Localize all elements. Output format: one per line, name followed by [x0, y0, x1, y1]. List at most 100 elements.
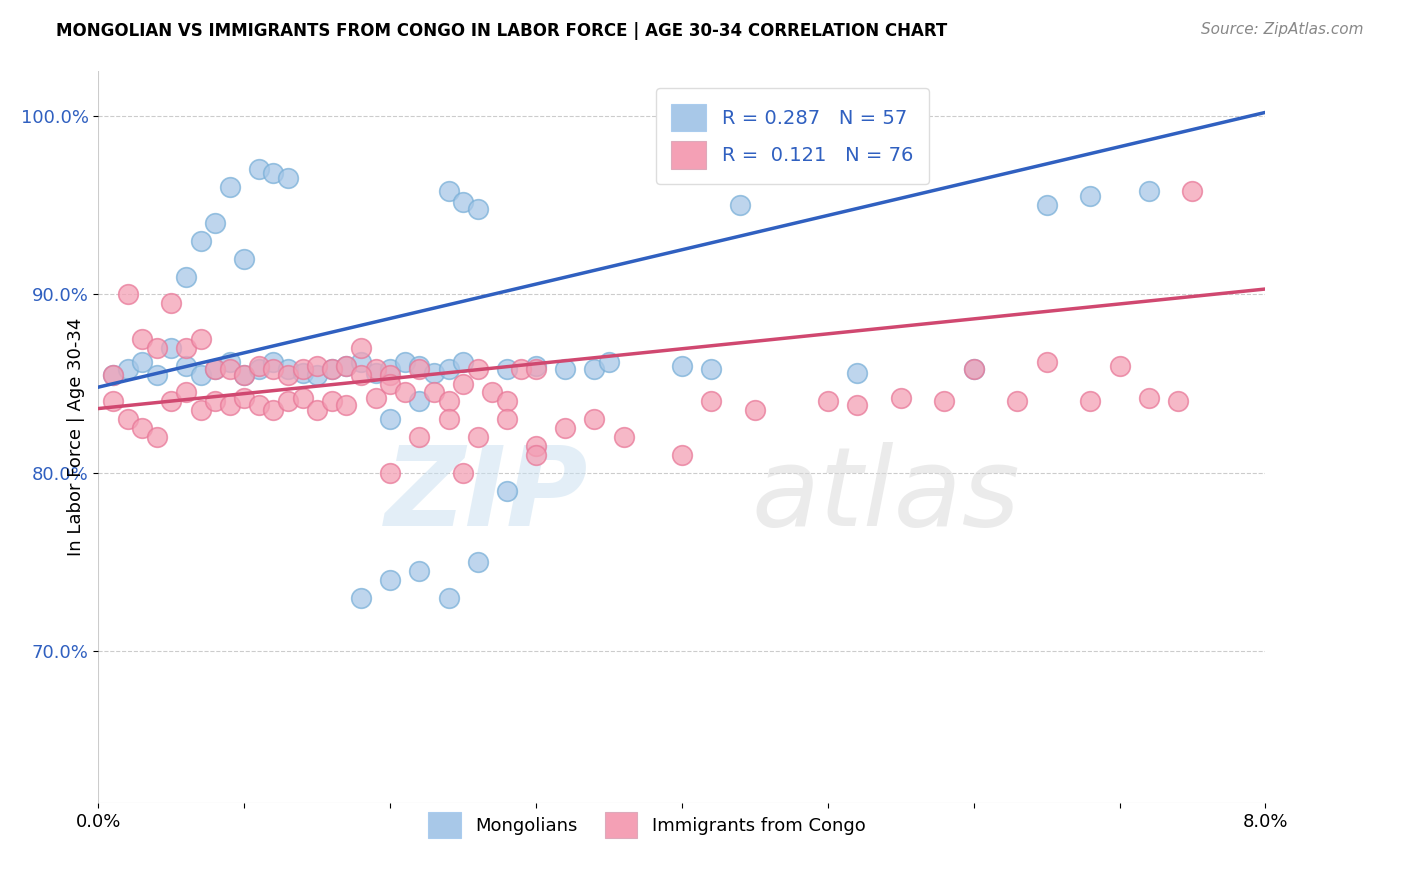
Point	[160, 394, 183, 409]
Point	[496, 362, 519, 376]
Point	[437, 394, 460, 409]
Point	[350, 355, 373, 369]
Point	[1137, 391, 1160, 405]
Point	[744, 403, 766, 417]
Point	[437, 412, 460, 426]
Point	[117, 287, 139, 301]
Point	[262, 355, 284, 369]
Point	[131, 421, 153, 435]
Point	[233, 368, 256, 382]
Y-axis label: In Labor Force | Age 30-34: In Labor Force | Age 30-34	[66, 318, 84, 557]
Point	[335, 398, 357, 412]
Point	[524, 439, 547, 453]
Point	[174, 359, 197, 373]
Point	[335, 359, 357, 373]
Point	[671, 448, 693, 462]
Point	[218, 362, 240, 376]
Point	[1080, 394, 1102, 409]
Point	[583, 412, 606, 426]
Point	[1108, 359, 1130, 373]
Point	[467, 555, 489, 569]
Point	[218, 180, 240, 194]
Text: Source: ZipAtlas.com: Source: ZipAtlas.com	[1201, 22, 1364, 37]
Point	[962, 362, 984, 376]
Point	[380, 573, 402, 587]
Point	[380, 412, 402, 426]
Point	[408, 394, 430, 409]
Point	[364, 362, 387, 376]
Point	[321, 362, 343, 376]
Legend: Mongolians, Immigrants from Congo: Mongolians, Immigrants from Congo	[422, 805, 873, 845]
Point	[1035, 355, 1057, 369]
Point	[467, 362, 489, 376]
Point	[247, 162, 270, 177]
Point	[423, 385, 446, 400]
Point	[233, 368, 256, 382]
Point	[730, 198, 752, 212]
Point	[408, 564, 430, 578]
Point	[277, 394, 299, 409]
Point	[131, 332, 153, 346]
Point	[131, 355, 153, 369]
Point	[307, 359, 329, 373]
Point	[845, 366, 868, 380]
Point	[1167, 394, 1189, 409]
Point	[437, 362, 460, 376]
Point	[496, 394, 519, 409]
Point	[101, 394, 124, 409]
Point	[174, 385, 197, 400]
Point	[291, 366, 314, 380]
Text: ZIP: ZIP	[385, 442, 589, 549]
Point	[437, 184, 460, 198]
Point	[101, 368, 124, 382]
Point	[291, 362, 314, 376]
Point	[321, 394, 343, 409]
Point	[467, 202, 489, 216]
Point	[496, 483, 519, 498]
Point	[277, 368, 299, 382]
Point	[174, 269, 197, 284]
Point	[934, 394, 956, 409]
Point	[671, 359, 693, 373]
Point	[101, 368, 124, 382]
Point	[554, 362, 576, 376]
Point	[380, 376, 402, 391]
Point	[451, 376, 474, 391]
Point	[262, 362, 284, 376]
Point	[380, 466, 402, 480]
Point	[817, 394, 839, 409]
Point	[218, 355, 240, 369]
Point	[890, 391, 912, 405]
Point	[247, 362, 270, 376]
Point	[174, 341, 197, 355]
Point	[700, 362, 723, 376]
Point	[1137, 184, 1160, 198]
Point	[350, 368, 373, 382]
Point	[408, 362, 430, 376]
Point	[364, 391, 387, 405]
Point	[350, 591, 373, 605]
Point	[247, 359, 270, 373]
Point	[335, 359, 357, 373]
Point	[218, 398, 240, 412]
Point	[524, 448, 547, 462]
Point	[423, 366, 446, 380]
Point	[160, 341, 183, 355]
Point	[307, 368, 329, 382]
Point	[190, 234, 212, 248]
Point	[146, 430, 169, 444]
Point	[451, 355, 474, 369]
Point	[262, 403, 284, 417]
Point	[350, 341, 373, 355]
Text: atlas: atlas	[752, 442, 1021, 549]
Point	[524, 362, 547, 376]
Point	[247, 398, 270, 412]
Point	[496, 412, 519, 426]
Point	[160, 296, 183, 310]
Point	[524, 359, 547, 373]
Point	[190, 332, 212, 346]
Point	[1035, 198, 1057, 212]
Point	[481, 385, 503, 400]
Point	[962, 362, 984, 376]
Point	[277, 362, 299, 376]
